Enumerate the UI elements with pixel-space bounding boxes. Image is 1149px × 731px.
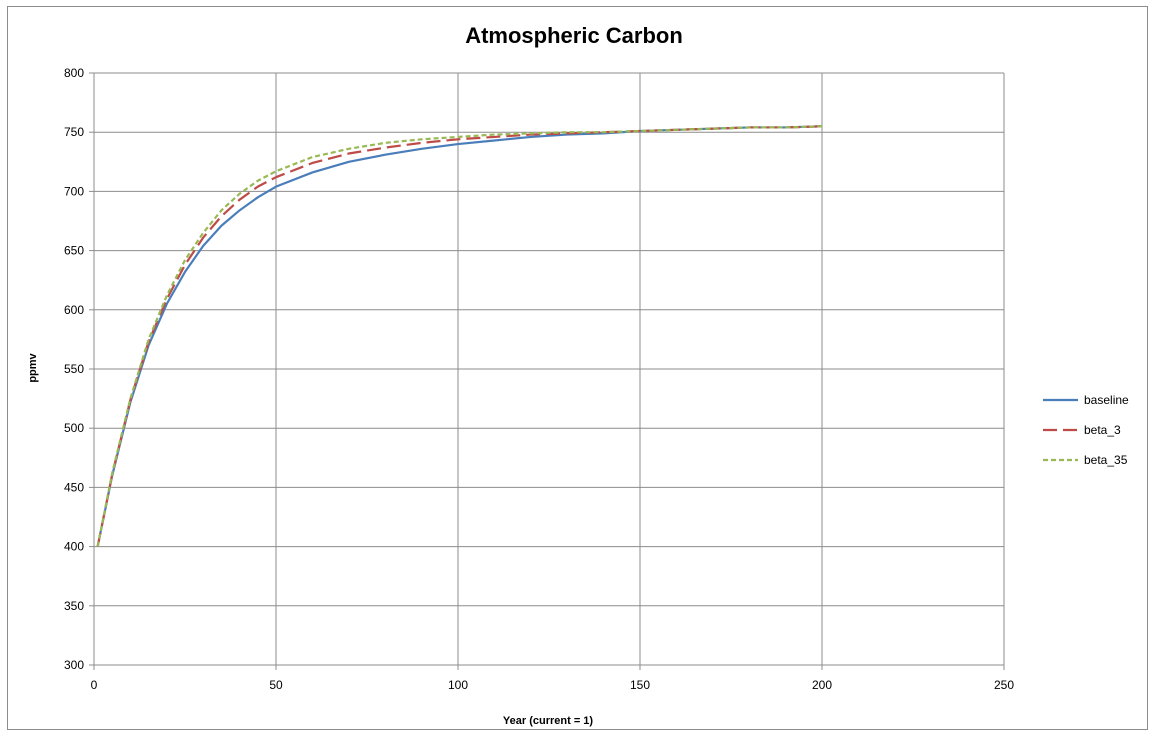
y-tick-label: 500 xyxy=(64,421,84,435)
x-tick-label: 250 xyxy=(994,678,1014,692)
chart-frame xyxy=(7,6,1148,730)
gridlines xyxy=(93,72,1005,666)
x-axis-label: Year (current = 1) xyxy=(503,715,594,727)
y-tick-label: 400 xyxy=(64,540,84,554)
x-tick-label: 100 xyxy=(448,678,468,692)
series-line-beta_3 xyxy=(96,125,823,547)
y-tick-label: 450 xyxy=(64,480,84,494)
y-tick-label: 600 xyxy=(64,303,84,317)
y-tick-label: 750 xyxy=(64,125,84,139)
series-line-baseline xyxy=(96,125,823,547)
y-tick-label: 700 xyxy=(64,184,84,198)
series-line-beta_35 xyxy=(96,125,823,547)
y-tick-label: 650 xyxy=(64,244,84,258)
legend: baseline beta_3 beta_35 xyxy=(1043,393,1129,467)
legend-label-beta_35: beta_35 xyxy=(1084,453,1128,467)
chart-title: Atmospheric Carbon xyxy=(465,23,683,48)
y-axis-label: ppmv xyxy=(27,352,39,382)
legend-label-baseline: baseline xyxy=(1084,393,1129,407)
legend-label-beta_3: beta_3 xyxy=(1084,423,1121,437)
x-tick-label: 50 xyxy=(269,678,283,692)
series-lines xyxy=(96,125,823,547)
axes: 300 350 400 450 500 550 600 650 700 750 800 0 50 100 1… xyxy=(64,66,1014,692)
x-tick-label: 0 xyxy=(91,678,98,692)
y-tick-label: 350 xyxy=(64,599,84,613)
x-tick-label: 200 xyxy=(812,678,832,692)
y-tick-label: 550 xyxy=(64,362,84,376)
y-tick-label: 300 xyxy=(64,658,84,672)
x-tick-label: 150 xyxy=(630,678,650,692)
y-tick-label: 800 xyxy=(64,66,84,80)
